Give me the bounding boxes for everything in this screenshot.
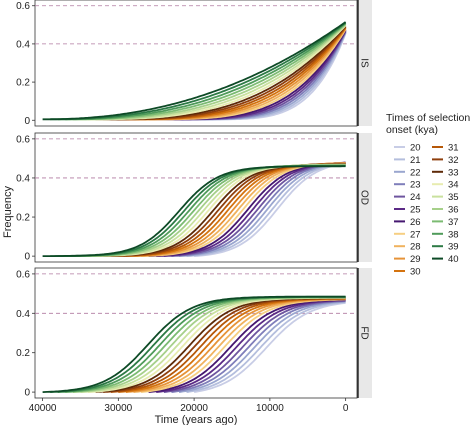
x-axis-title: Time (years ago) xyxy=(155,414,238,425)
legend-label-29: 29 xyxy=(410,254,421,265)
y-tick-label: 0.6 xyxy=(16,134,30,145)
legend-label-39: 39 xyxy=(448,242,459,253)
legend-label-25: 25 xyxy=(410,205,421,216)
legend-label-24: 24 xyxy=(410,192,421,203)
facet-panels: 0 0.2 0.4 0.6 IS 0 0.2 0.4 0.6 OD 0 0.2 0.4 0.6 FD xyxy=(16,0,372,399)
axes: 40000 30000 20000 10000 0 Time (years ago) Fre… xyxy=(2,186,349,425)
y-tick-label: 0.6 xyxy=(16,1,30,12)
x-tick-label: 10000 xyxy=(256,403,284,414)
legend-title: Times of selection xyxy=(386,112,470,124)
facet-strip xyxy=(358,0,372,126)
series-line-20 xyxy=(194,162,346,257)
series-line-24 xyxy=(163,299,346,393)
legend-label-26: 26 xyxy=(410,217,421,228)
legend-label-28: 28 xyxy=(410,242,421,253)
legend-label-20: 20 xyxy=(410,143,421,154)
legend-label-22: 22 xyxy=(410,167,421,178)
legend-label-40: 40 xyxy=(448,254,459,265)
series-line-21 xyxy=(186,162,346,257)
series-line-21 xyxy=(186,301,346,393)
legend-label-34: 34 xyxy=(448,180,459,191)
y-tick-label: 0.4 xyxy=(16,309,30,320)
series-line-40 xyxy=(42,165,346,258)
series-line-20 xyxy=(193,302,346,393)
facet-strip xyxy=(358,268,372,398)
legend-title: onset (kya) xyxy=(386,124,438,136)
y-tick-label: 0.2 xyxy=(16,78,30,89)
series-line-23 xyxy=(171,300,346,393)
facet-strip-label: IS xyxy=(359,58,370,68)
y-tick-label: 0 xyxy=(24,116,30,127)
legend-label-30: 30 xyxy=(410,267,421,278)
y-tick-label: 0.4 xyxy=(16,39,30,50)
legend-label-32: 32 xyxy=(448,155,459,166)
y-tick-label: 0 xyxy=(24,388,30,399)
legend-label-38: 38 xyxy=(448,229,459,240)
x-tick-label: 20000 xyxy=(180,403,208,414)
y-tick-label: 0.6 xyxy=(16,269,30,280)
x-tick-label: 40000 xyxy=(29,403,57,414)
facet-strip-label: FD xyxy=(359,326,370,339)
y-tick-label: 0.4 xyxy=(16,173,30,184)
legend-label-33: 33 xyxy=(448,167,459,178)
legend-label-37: 37 xyxy=(448,217,459,228)
facet-panel-od: 0 0.2 0.4 0.6 OD xyxy=(16,132,372,263)
y-tick-label: 0.2 xyxy=(16,348,30,359)
legend-label-35: 35 xyxy=(448,192,459,203)
y-tick-label: 0.2 xyxy=(16,213,30,224)
series-line-40 xyxy=(42,295,346,393)
y-tick-label: 0 xyxy=(24,252,30,263)
facet-strip-label: OD xyxy=(359,190,370,205)
series-line-22 xyxy=(178,161,346,257)
series-line-22 xyxy=(178,300,346,393)
series-line-39 xyxy=(50,21,347,121)
facet-panel-is: 0 0.2 0.4 0.6 IS xyxy=(16,0,372,127)
legend-label-36: 36 xyxy=(448,205,459,216)
facet-panel-fd: 0 0.2 0.4 0.6 FD xyxy=(16,267,372,399)
series-line-40 xyxy=(42,21,347,121)
facet-strip xyxy=(358,133,372,262)
legend-label-21: 21 xyxy=(410,155,421,166)
legend-label-27: 27 xyxy=(410,229,421,240)
legend-label-31: 31 xyxy=(448,143,459,154)
legend-label-23: 23 xyxy=(410,180,421,191)
x-tick-label: 0 xyxy=(343,403,349,414)
x-tick-label: 30000 xyxy=(104,403,132,414)
y-axis-title: Frequency xyxy=(2,186,14,238)
